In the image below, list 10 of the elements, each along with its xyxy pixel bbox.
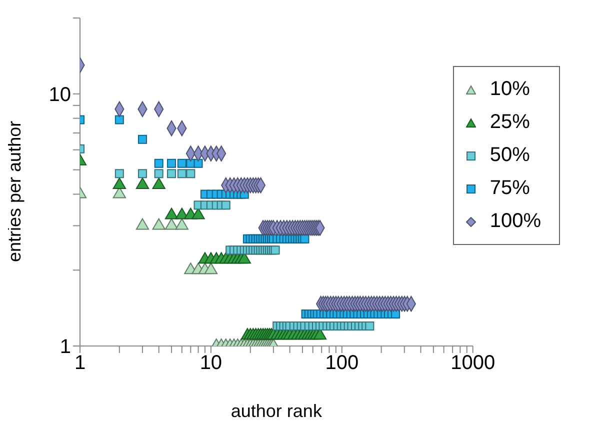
x-axis-title: author rank	[230, 401, 323, 421]
legend-label: 50%	[490, 143, 530, 168]
legend-label: 75%	[490, 176, 530, 201]
legend-label: 100%	[490, 209, 541, 234]
x-tick-label: 1	[74, 352, 86, 374]
legend-label: 10%	[490, 77, 530, 102]
x-tick-label: 100	[325, 352, 359, 374]
x-tick-label: 10	[200, 352, 222, 374]
legend-label: 25%	[490, 110, 530, 135]
x-tick-label: 1000	[450, 352, 496, 374]
